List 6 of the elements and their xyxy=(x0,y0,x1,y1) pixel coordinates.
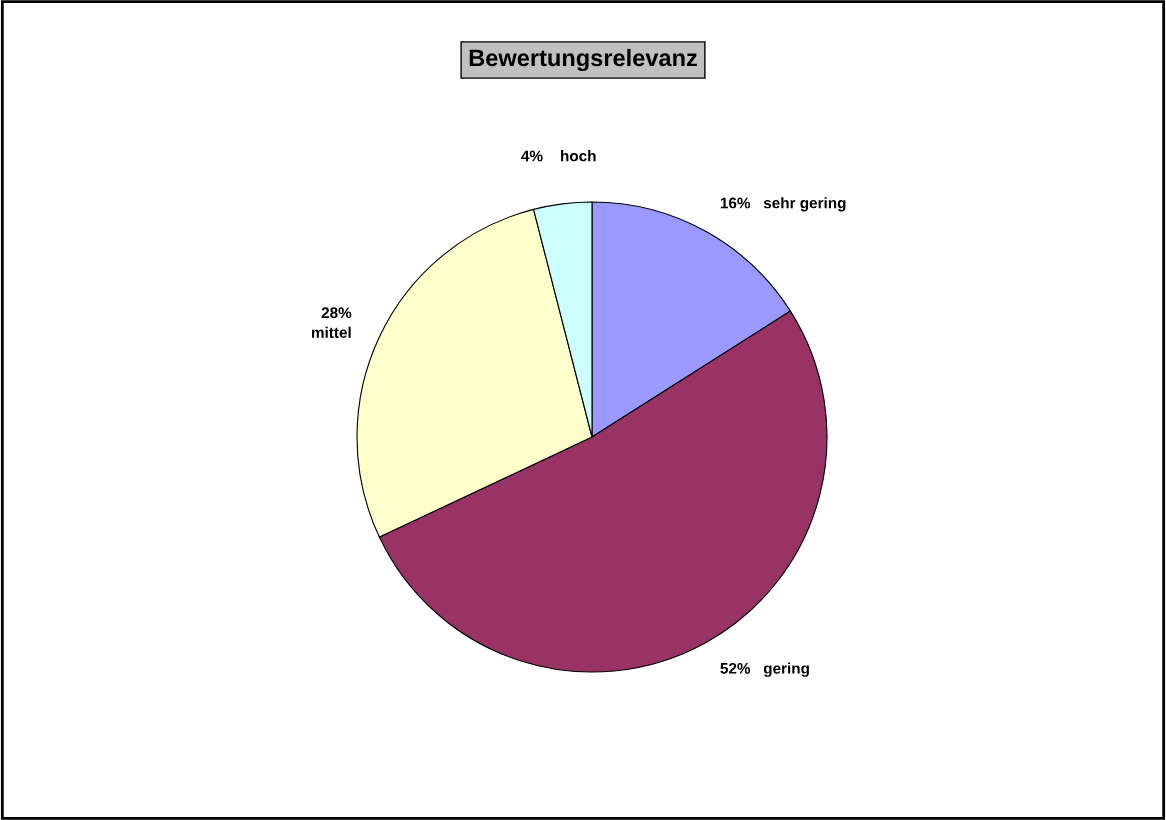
chart-title: Bewertungsrelevanz xyxy=(469,48,697,72)
data-label: 28% xyxy=(321,307,352,319)
slice-label: 4% hoch xyxy=(521,150,596,162)
slice-label: 52% gering xyxy=(720,662,809,677)
slice-label: 16% sehr gering xyxy=(720,197,846,212)
slice-label: mittel xyxy=(311,326,351,338)
